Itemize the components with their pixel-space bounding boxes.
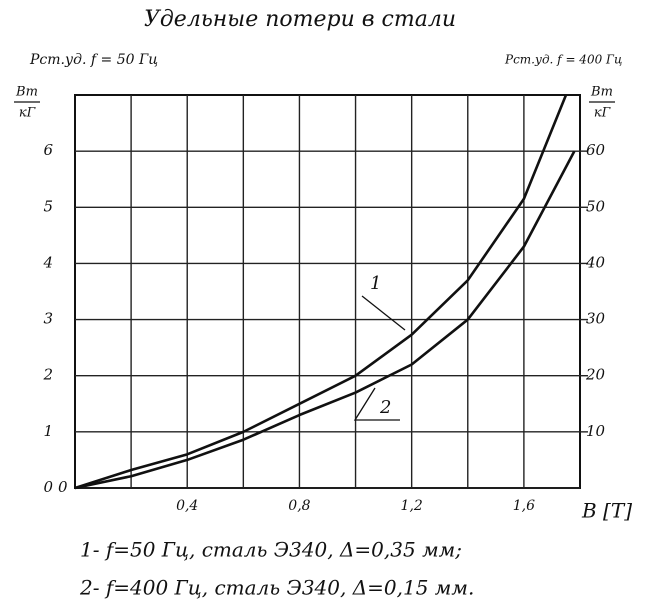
y-tick-label: 0	[43, 478, 53, 496]
legend-entry: 2- f=400 Гц, сталь Э340, Δ=0,15 мм.	[79, 576, 474, 600]
y-tick-label: 5	[43, 197, 53, 215]
data-line	[74, 150, 576, 490]
leader-line	[353, 387, 400, 421]
x-tick-label: 0,4	[176, 498, 198, 514]
y-tick-label: 3	[43, 310, 53, 328]
y2-tick-label: 60	[586, 141, 606, 159]
y2-tick-label: 20	[585, 366, 606, 384]
curve-label: 1	[370, 273, 381, 294]
y-tick-label: 2	[42, 366, 53, 384]
y2-tick-label: 10	[586, 422, 606, 440]
x-axis-label: B [T]	[581, 499, 632, 523]
y-unit-num: Вт	[15, 85, 38, 100]
y2-unit-num: Вт	[590, 85, 613, 100]
y2-tick-label: 40	[585, 253, 606, 271]
y-axis-label: Рст.уд. f = 50 Гц	[29, 52, 158, 68]
x-tick-label: 0,8	[288, 498, 310, 514]
x-tick-label: 1,2	[401, 498, 423, 514]
origin-label: 0	[58, 478, 68, 496]
chart-title: Удельные потери в стали	[144, 7, 456, 32]
legend-entry: 1- f=50 Гц, сталь Э340, Δ=0,35 мм;	[80, 538, 462, 562]
x-tick-label: 1,6	[513, 498, 535, 514]
y-unit-den: кГ	[19, 106, 36, 121]
y-tick-label: 6	[43, 141, 53, 159]
y2-tick-label: 50	[586, 197, 606, 215]
curve-label: 2	[379, 397, 391, 418]
y-tick-label: 1	[43, 422, 53, 440]
leader-line	[361, 295, 406, 331]
y2-tick-label: 30	[586, 310, 606, 328]
data-line	[74, 94, 568, 490]
plot-frame	[74, 94, 581, 489]
y2-axis-label: Рст.уд. f = 400 Гц	[504, 53, 622, 67]
y-tick-label: 4	[42, 253, 53, 271]
y2-unit-den: кГ	[594, 106, 611, 121]
